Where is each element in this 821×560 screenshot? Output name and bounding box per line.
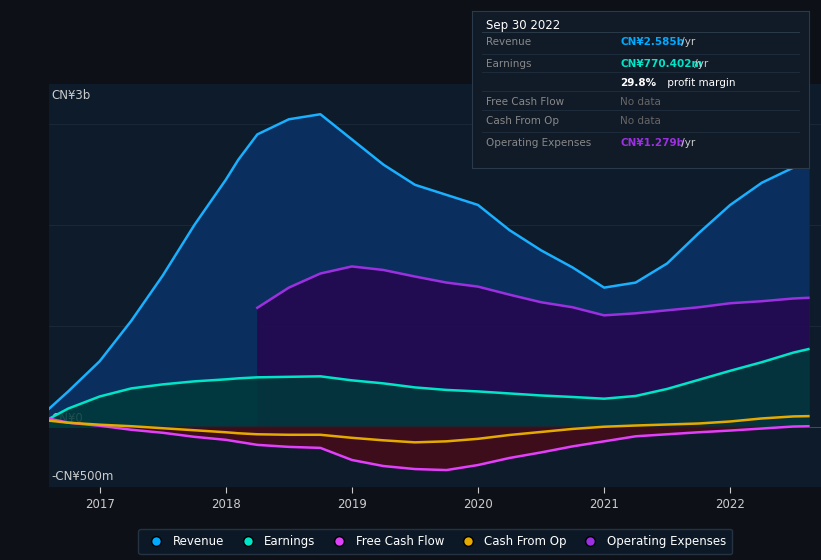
Text: profit margin: profit margin [664,78,736,88]
Text: No data: No data [620,116,661,125]
Text: Cash From Op: Cash From Op [485,116,558,125]
Text: Revenue: Revenue [485,38,530,47]
Text: CN¥2.585b: CN¥2.585b [620,38,685,47]
Text: CN¥3b: CN¥3b [52,89,91,102]
Text: Earnings: Earnings [485,59,531,69]
Text: Operating Expenses: Operating Expenses [485,138,591,148]
Text: Free Cash Flow: Free Cash Flow [485,97,564,107]
Text: Sep 30 2022: Sep 30 2022 [485,19,560,32]
Text: CN¥0: CN¥0 [52,412,84,425]
Text: /yr: /yr [690,59,708,69]
Text: /yr: /yr [678,138,695,148]
Text: No data: No data [620,97,661,107]
Text: /yr: /yr [678,38,695,47]
Text: -CN¥500m: -CN¥500m [52,470,114,483]
Legend: Revenue, Earnings, Free Cash Flow, Cash From Op, Operating Expenses: Revenue, Earnings, Free Cash Flow, Cash … [139,529,732,554]
Text: CN¥770.402m: CN¥770.402m [620,59,703,69]
Text: 29.8%: 29.8% [620,78,656,88]
Text: CN¥1.279b: CN¥1.279b [620,138,685,148]
